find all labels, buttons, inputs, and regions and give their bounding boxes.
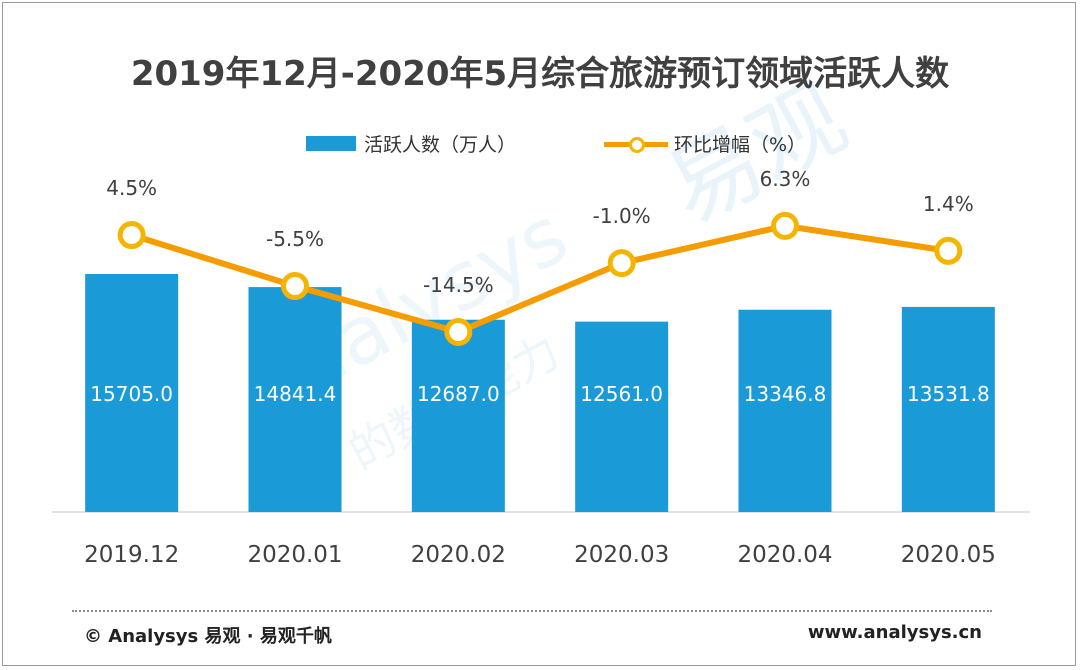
x-tick-label: 2020.03 <box>574 542 669 568</box>
bar-value-label: 13531.8 <box>907 382 990 406</box>
growth-value-label: 1.4% <box>923 192 974 216</box>
bar-value-label: 13346.8 <box>744 382 827 406</box>
x-tick-label: 2020.04 <box>737 542 832 568</box>
growth-value-label: -14.5% <box>423 273 494 297</box>
growth-value-label: 4.5% <box>106 176 157 200</box>
bar-2020.02 <box>411 319 505 512</box>
chart-title: 2019年12月-2020年5月综合旅游预订领域活跃人数 <box>130 54 950 94</box>
x-tick-label: 2019.12 <box>84 542 179 568</box>
bar-2019.12 <box>85 274 179 512</box>
bar-value-label: 12561.0 <box>580 382 663 406</box>
growth-marker <box>281 272 309 301</box>
legend-swatch-line <box>604 136 668 153</box>
growth-value-label: -5.5% <box>266 227 324 251</box>
x-tick-label: 2020.02 <box>411 542 506 568</box>
bar-2020.01 <box>248 287 342 512</box>
bar-value-label: 12687.0 <box>417 382 500 406</box>
growth-value-label: -1.0% <box>593 204 651 228</box>
footer-website: www.analysys.cn <box>807 622 982 643</box>
growth-marker <box>771 211 799 240</box>
bar-2020.04 <box>738 309 832 512</box>
growth-marker <box>117 221 146 250</box>
legend-item-line: 环比增幅（%） <box>604 128 806 158</box>
x-tick-label: 2020.05 <box>901 542 996 568</box>
bar-2020.05 <box>901 306 995 512</box>
footer-source: © Analysys 易观 · 易观千帆 <box>84 626 332 647</box>
bar-value-label: 14841.4 <box>254 382 337 406</box>
growth-line <box>130 222 949 335</box>
chart-legend: 活跃人数（万人） 环比增幅（%） <box>0 128 1080 158</box>
growth-value-label: 6.3% <box>760 167 811 191</box>
legend-label-bars: 活跃人数（万人） <box>364 133 517 156</box>
growth-marker <box>934 236 963 265</box>
bar-2020.03 <box>575 321 669 512</box>
bar-value-label: 15705.0 <box>90 382 173 406</box>
x-tick-label: 2020.01 <box>247 542 342 568</box>
legend-item-bars: 活跃人数（万人） <box>306 128 516 158</box>
growth-marker <box>607 249 636 278</box>
growth-marker <box>444 317 473 346</box>
legend-label-line: 环比增幅（%） <box>674 133 807 156</box>
footer-divider <box>72 610 992 612</box>
legend-swatch-bars <box>306 135 356 151</box>
